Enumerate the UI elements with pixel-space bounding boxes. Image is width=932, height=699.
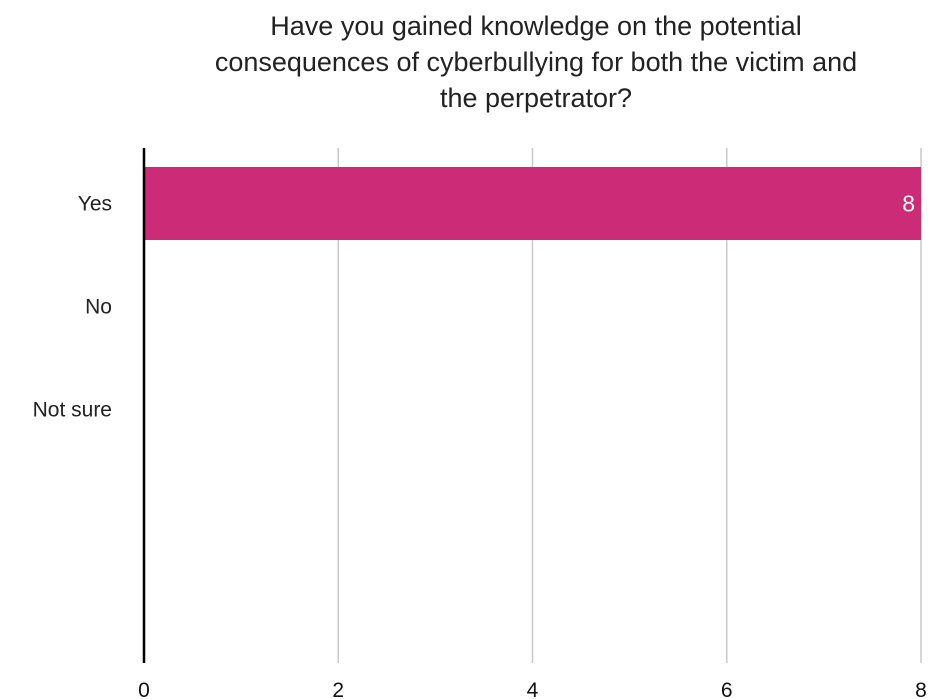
x-tick-label-8: 8: [915, 679, 927, 699]
category-label-not-sure: Not sure: [33, 399, 112, 422]
bar-yes: [144, 167, 921, 240]
chart-title-line-3: the perpetrator?: [439, 83, 633, 113]
chart-title-line-2: consequences of cyberbullying for both t…: [214, 47, 858, 77]
chart-title-line-1: Have you gained knowledge on the potenti…: [270, 11, 802, 41]
chart-title: Have you gained knowledge on the potenti…: [140, 8, 932, 116]
category-label-no: No: [85, 296, 112, 319]
x-tick-label-2: 2: [332, 679, 344, 699]
bars: 8: [144, 167, 921, 240]
x-tick-label-4: 4: [527, 679, 539, 699]
category-labels: Yes No Not sure: [33, 193, 112, 422]
category-label-yes: Yes: [78, 193, 112, 216]
data-label-yes: 8: [902, 191, 915, 217]
x-tick-label-0: 0: [138, 679, 150, 699]
x-tick-label-6: 6: [721, 679, 733, 699]
x-tick-labels: 0 2 4 6 8: [138, 679, 927, 699]
